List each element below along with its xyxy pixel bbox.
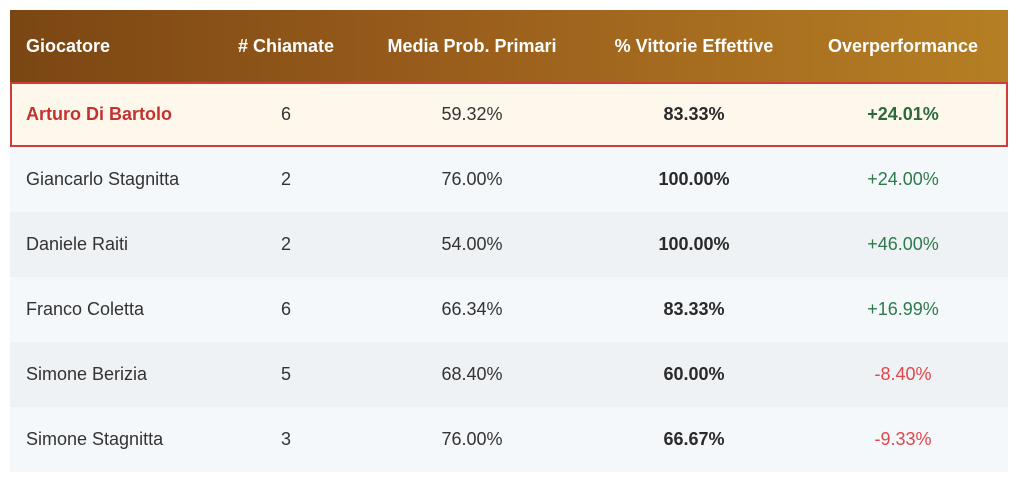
player-name: Simone Berizia (26, 364, 148, 384)
player-name: Arturo Di Bartolo (26, 104, 172, 124)
header-row: Giocatore # Chiamate Media Prob. Primari… (10, 10, 1008, 82)
header-vittorie[interactable]: % Vittorie Effettive (614, 35, 774, 56)
win-pct: 100.00% (658, 234, 730, 254)
table-row: Simone Berizia 5 68.40% 60.00% -8.40% (10, 342, 1008, 407)
table-row: Giancarlo Stagnitta 2 76.00% 100.00% +24… (10, 147, 1008, 212)
win-pct: 83.33% (663, 104, 725, 124)
overperformance-value: +24.01% (867, 104, 939, 124)
avg-prob: 68.40% (441, 364, 503, 384)
avg-prob: 76.00% (441, 429, 503, 449)
calls-count: 2 (280, 234, 291, 254)
table-header: Giocatore # Chiamate Media Prob. Primari… (10, 10, 1008, 82)
table-row: Daniele Raiti 2 54.00% 100.00% +46.00% (10, 212, 1008, 277)
avg-prob: 66.34% (441, 299, 503, 319)
calls-count: 2 (280, 169, 291, 189)
table-row: Franco Coletta 6 66.34% 83.33% +16.99% (10, 277, 1008, 342)
overperformance-table-container: Giocatore # Chiamate Media Prob. Primari… (10, 10, 1008, 472)
calls-count: 3 (280, 429, 291, 449)
overperformance-table: Giocatore # Chiamate Media Prob. Primari… (10, 10, 1008, 472)
win-pct: 60.00% (663, 364, 725, 384)
header-media-prob[interactable]: Media Prob. Primari (387, 35, 557, 56)
overperformance-value: -8.40% (874, 364, 932, 384)
header-chiamate[interactable]: # Chiamate (237, 35, 335, 56)
overperformance-value: +16.99% (867, 299, 939, 319)
win-pct: 83.33% (663, 299, 725, 319)
overperformance-value: -9.33% (874, 429, 932, 449)
avg-prob: 76.00% (441, 169, 503, 189)
calls-count: 6 (280, 104, 291, 124)
calls-count: 5 (280, 364, 291, 384)
header-giocatore[interactable]: Giocatore (26, 35, 111, 56)
overperformance-value: +46.00% (867, 234, 939, 254)
player-name: Daniele Raiti (26, 234, 129, 254)
overperformance-value: +24.00% (867, 169, 939, 189)
player-name: Giancarlo Stagnitta (26, 169, 180, 189)
avg-prob: 54.00% (441, 234, 503, 254)
avg-prob: 59.32% (441, 104, 503, 124)
table-row: Simone Stagnitta 3 76.00% 66.67% -9.33% (10, 407, 1008, 472)
calls-count: 6 (280, 299, 291, 319)
table-body: Arturo Di Bartolo 6 59.32% 83.33% +24.01… (10, 82, 1008, 472)
header-overperformance[interactable]: Overperformance (827, 35, 979, 56)
win-pct: 100.00% (658, 169, 730, 189)
win-pct: 66.67% (663, 429, 725, 449)
player-name: Franco Coletta (26, 299, 145, 319)
table-row-highlighted: Arturo Di Bartolo 6 59.32% 83.33% +24.01… (10, 82, 1008, 147)
player-name: Simone Stagnitta (26, 429, 164, 449)
